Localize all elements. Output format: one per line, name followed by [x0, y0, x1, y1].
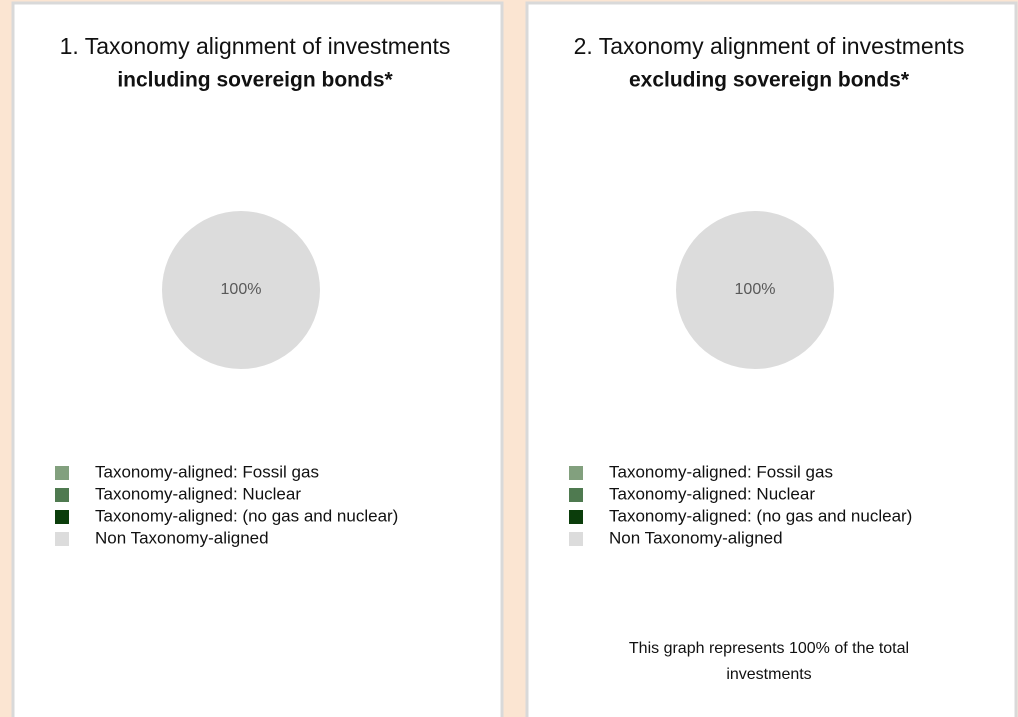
legend-label: Taxonomy-aligned: Fossil gas — [609, 462, 833, 481]
data-label: 100% — [221, 281, 262, 298]
legend-label: Taxonomy-aligned: (no gas and nuclear) — [95, 506, 398, 525]
legend-swatch — [55, 510, 69, 524]
chart-title: 1. Taxonomy alignment of investments — [60, 33, 451, 59]
legend-label: Taxonomy-aligned: Nuclear — [609, 484, 815, 503]
legend-swatch — [569, 532, 583, 546]
pie-slice — [676, 211, 834, 369]
legend-swatch — [55, 466, 69, 480]
legend-label: Non Taxonomy-aligned — [609, 528, 783, 547]
legend-swatch — [569, 466, 583, 480]
legend-swatch — [569, 488, 583, 502]
chart-subtitle: excluding sovereign bonds* — [629, 69, 910, 92]
annotation-box: This graph represents 100% of the total … — [628, 640, 910, 683]
pie-slice — [162, 211, 320, 369]
chart-title: 2. Taxonomy alignment of investments — [574, 33, 965, 59]
annotation: This graph represents 100% of the total … — [628, 640, 910, 683]
legend-label: Taxonomy-aligned: Fossil gas — [95, 462, 319, 481]
legend-swatch — [569, 510, 583, 524]
legend-swatch — [55, 532, 69, 546]
legend-label: Non Taxonomy-aligned — [95, 528, 269, 547]
legend-label: Taxonomy-aligned: (no gas and nuclear) — [609, 506, 912, 525]
data-label: 100% — [735, 281, 776, 298]
chart-subtitle: including sovereign bonds* — [117, 69, 393, 92]
legend-swatch — [55, 488, 69, 502]
legend-label: Taxonomy-aligned: Nuclear — [95, 484, 301, 503]
